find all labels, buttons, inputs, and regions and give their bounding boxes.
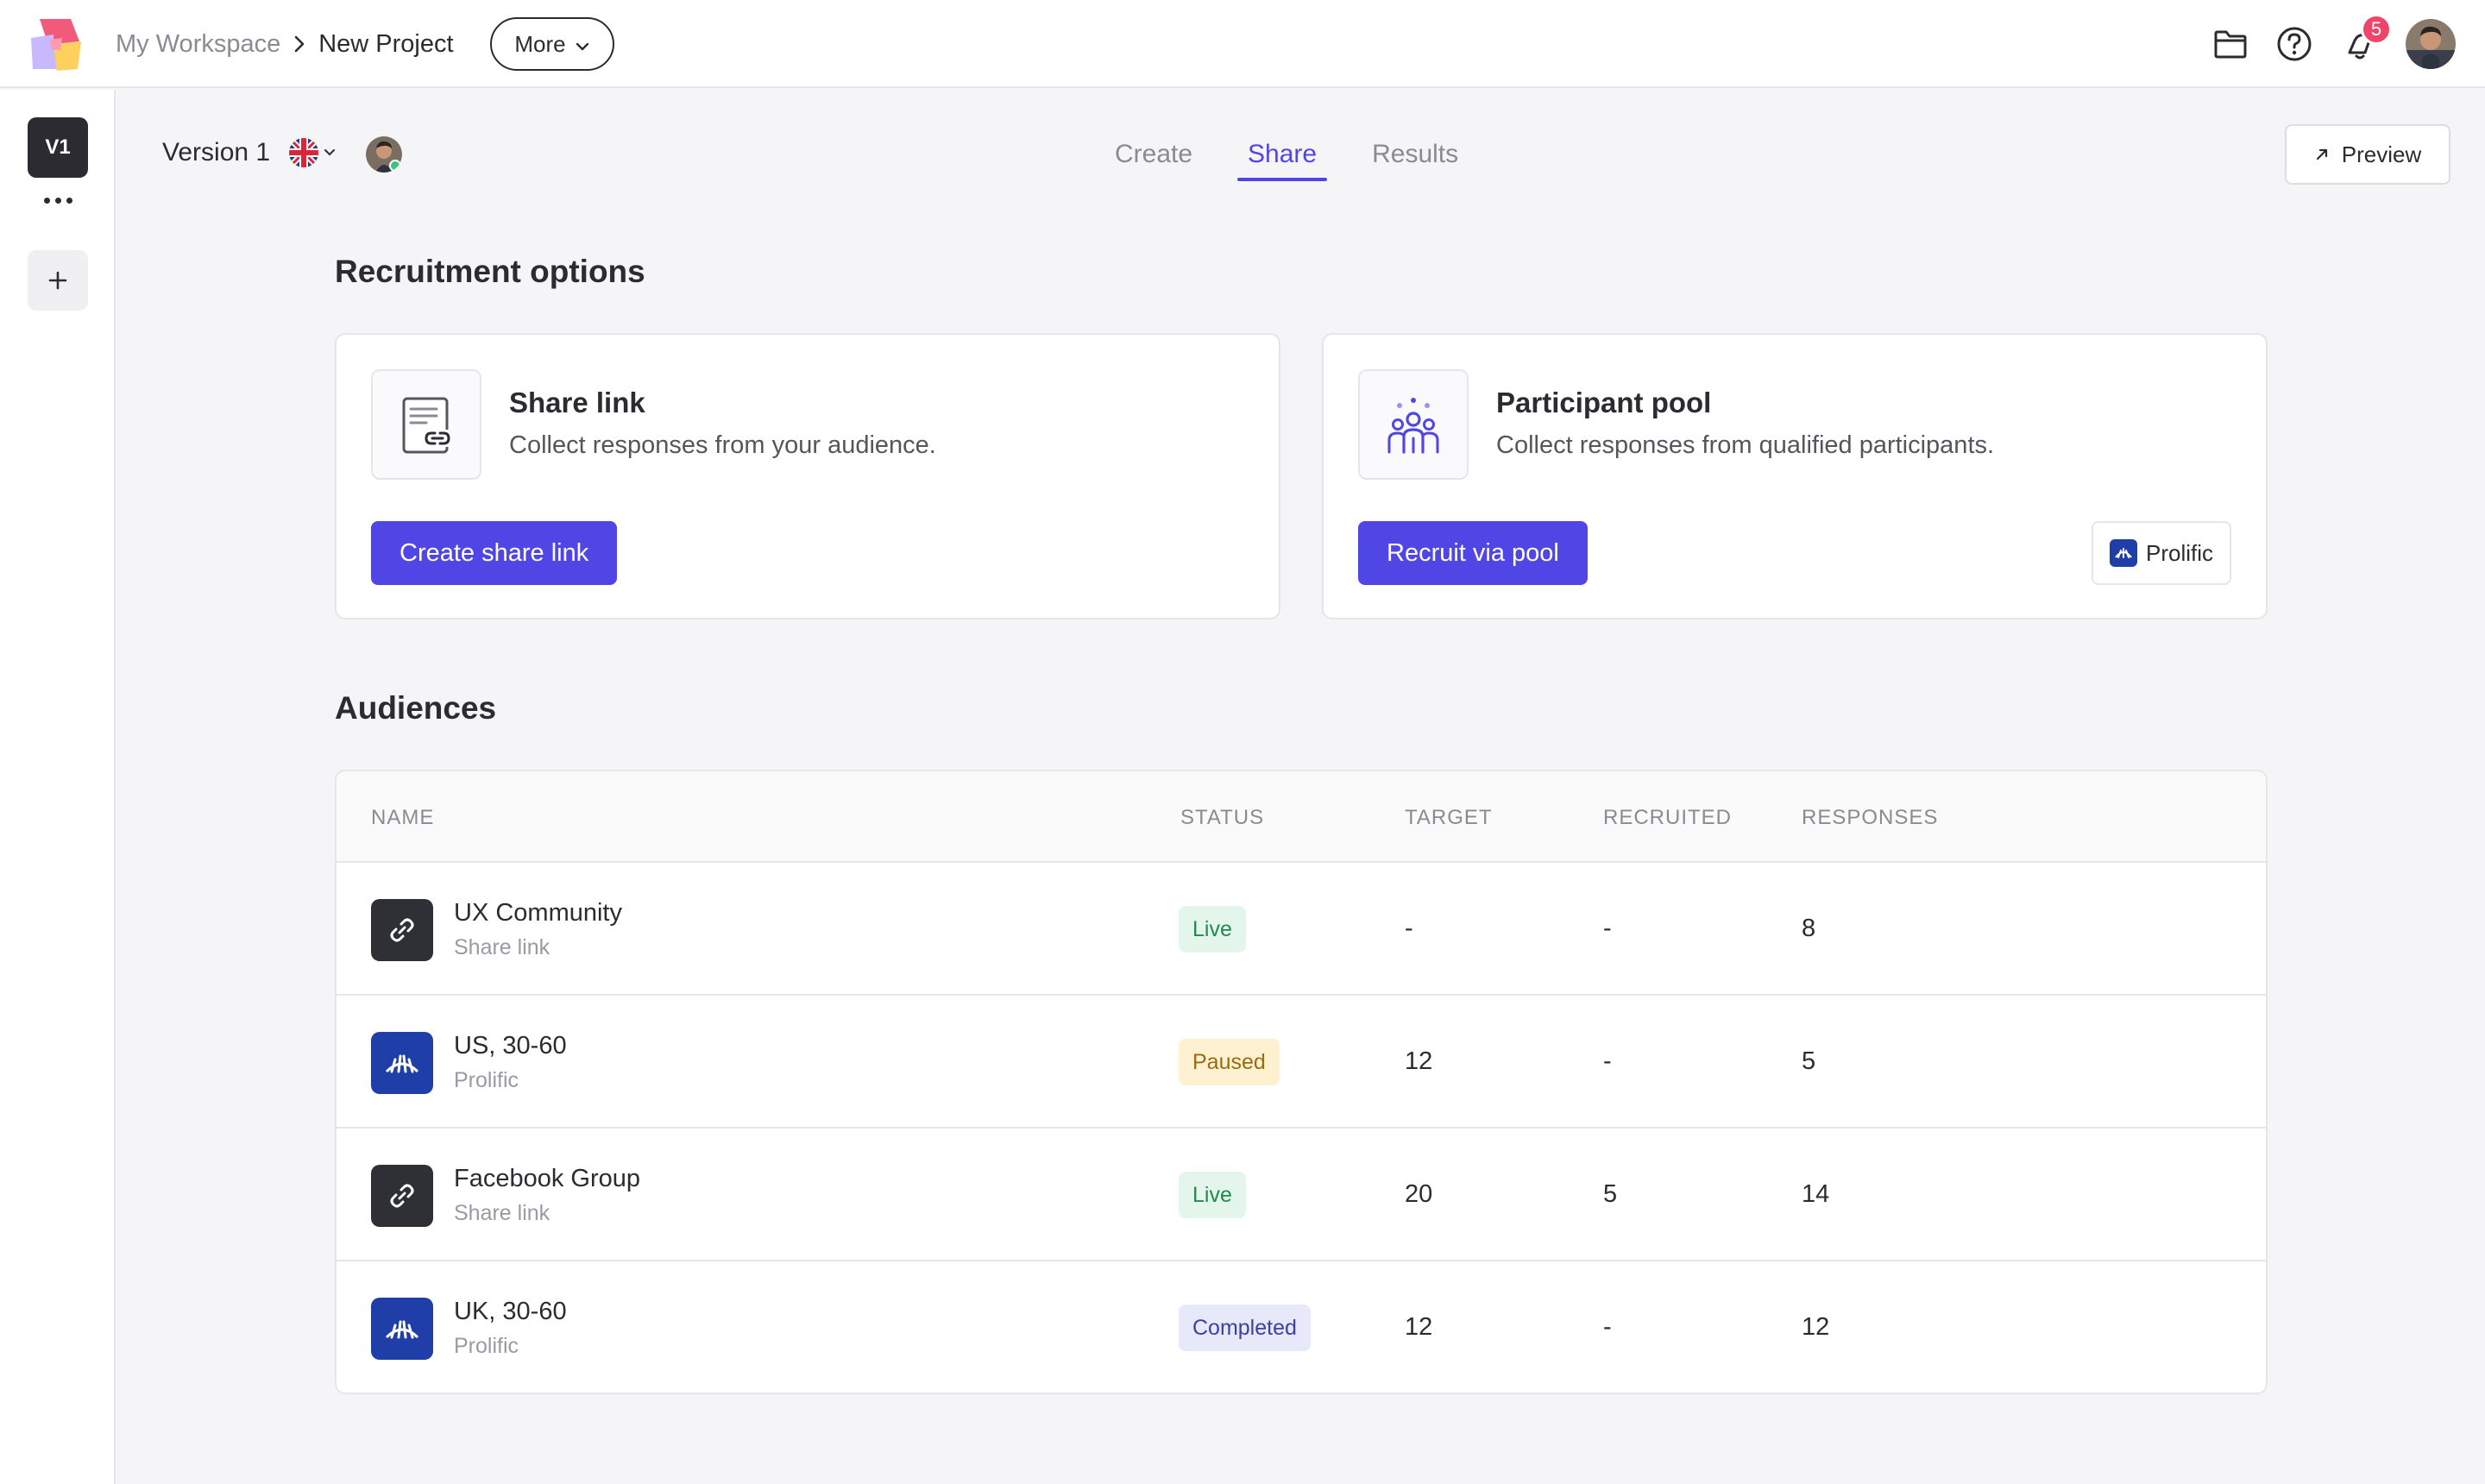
user-avatar[interactable]: [2406, 19, 2456, 69]
audience-name: UK, 30-60: [454, 1298, 567, 1325]
audience-source: Share link: [454, 1201, 550, 1225]
recruited-value: -: [1603, 915, 1612, 942]
table-row[interactable]: UK, 30-60 Prolific Completed 12 - 12: [337, 1261, 2266, 1393]
recruited-value: -: [1603, 1313, 1612, 1341]
status-badge: Paused: [1179, 1039, 1280, 1085]
more-options-icon[interactable]: [41, 192, 74, 209]
responses-value: 5: [1802, 1047, 1816, 1075]
table-row[interactable]: Facebook Group Share link Live 20 5 14: [337, 1129, 2266, 1261]
participant-pool-description: Collect responses from qualified partici…: [1496, 431, 1995, 459]
more-button-label: More: [514, 30, 566, 57]
recruit-via-pool-button[interactable]: Recruit via pool: [1358, 521, 1588, 585]
uk-flag-icon: [289, 138, 319, 167]
prolific-label: Prolific: [2145, 539, 2213, 566]
responses-value: 14: [1802, 1180, 1830, 1208]
table-row[interactable]: UX Community Share link Live - - 8: [337, 863, 2266, 996]
column-responses[interactable]: RESPONSES: [1802, 806, 1939, 829]
breadcrumb-project[interactable]: New Project: [318, 29, 454, 58]
view-tabs: Create Share Results: [1087, 124, 1486, 186]
recruited-value: -: [1603, 1047, 1612, 1075]
link-icon: [371, 1165, 433, 1227]
column-status[interactable]: STATUS: [1180, 806, 1265, 829]
link-document-icon: [371, 369, 481, 480]
table-row[interactable]: US, 30-60 Prolific Paused 12 - 5: [337, 996, 2266, 1129]
participant-pool-title: Participant pool: [1496, 387, 1712, 418]
collaborator-avatar[interactable]: [366, 136, 402, 173]
responses-value: 8: [1802, 915, 1816, 942]
tab-create[interactable]: Create: [1115, 140, 1193, 168]
status-badge: Completed: [1179, 1305, 1311, 1351]
target-value: 12: [1405, 1313, 1433, 1341]
target-value: 12: [1405, 1047, 1433, 1075]
responses-value: 12: [1802, 1313, 1830, 1341]
recruitment-options-title: Recruitment options: [335, 254, 645, 289]
prolific-provider-chip[interactable]: Prolific: [2092, 521, 2231, 585]
chevron-down-icon: [324, 149, 336, 156]
help-icon[interactable]: [2274, 24, 2314, 64]
language-selector[interactable]: [289, 138, 336, 167]
preview-button[interactable]: Preview: [2285, 124, 2450, 185]
column-name[interactable]: NAME: [371, 806, 435, 829]
status-badge: Live: [1179, 906, 1246, 953]
share-link-title: Share link: [509, 387, 645, 418]
tab-results[interactable]: Results: [1372, 140, 1459, 168]
add-version-button[interactable]: [28, 250, 88, 311]
target-value: 20: [1405, 1180, 1433, 1208]
more-button[interactable]: More: [490, 17, 614, 71]
recruited-value: 5: [1603, 1180, 1618, 1208]
share-link-description: Collect responses from your audience.: [509, 431, 936, 459]
notification-badge: 5: [2361, 14, 2392, 45]
versions-rail: V1: [0, 90, 116, 1484]
column-target[interactable]: TARGET: [1405, 806, 1493, 829]
app-logo[interactable]: [28, 16, 86, 74]
chevron-right-icon: [293, 34, 306, 54]
audiences-title: Audiences: [335, 690, 497, 726]
target-value: -: [1405, 915, 1413, 942]
prolific-logo-icon: [371, 1032, 433, 1094]
participant-pool-card: Participant pool Collect responses from …: [1322, 333, 2268, 619]
version-badge[interactable]: V1: [28, 117, 88, 178]
prolific-logo-icon: [371, 1298, 433, 1360]
breadcrumb: My Workspace New Project: [116, 0, 454, 88]
preview-label: Preview: [2341, 141, 2422, 167]
status-badge: Live: [1179, 1172, 1246, 1218]
audience-name: UX Community: [454, 899, 622, 927]
folder-icon[interactable]: [2211, 24, 2250, 64]
table-header: NAME STATUS TARGET RECRUITED RESPONSES: [337, 771, 2266, 863]
top-bar: My Workspace New Project More 5: [0, 0, 2485, 88]
create-share-link-button[interactable]: Create share link: [371, 521, 618, 585]
share-link-card: Share link Collect responses from your a…: [335, 333, 1280, 619]
version-label: Version 1: [162, 138, 271, 167]
participants-icon: [1358, 369, 1469, 480]
audience-source: Share link: [454, 935, 550, 959]
audiences-table: NAME STATUS TARGET RECRUITED RESPONSES U…: [335, 770, 2268, 1394]
chevron-down-icon: [575, 31, 590, 58]
version-selector[interactable]: Version 1: [162, 138, 336, 167]
audience-source: Prolific: [454, 1068, 519, 1092]
column-recruited[interactable]: RECRUITED: [1603, 806, 1733, 829]
plus-icon: [48, 271, 67, 290]
external-arrow-icon: [2316, 148, 2327, 160]
audience-name: Facebook Group: [454, 1165, 641, 1192]
breadcrumb-workspace[interactable]: My Workspace: [116, 29, 281, 58]
tab-share[interactable]: Share: [1220, 124, 1344, 186]
prolific-logo-icon: [2109, 539, 2137, 567]
audience-source: Prolific: [454, 1334, 519, 1358]
audience-name: US, 30-60: [454, 1032, 567, 1060]
link-icon: [371, 899, 433, 961]
